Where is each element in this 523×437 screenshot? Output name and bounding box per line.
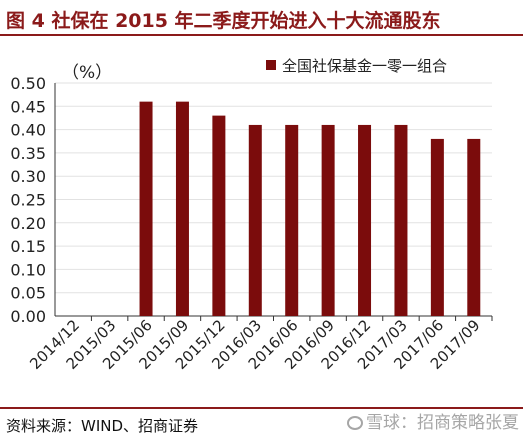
y-tick-label: 0.50 — [10, 74, 46, 93]
source-note: 资料来源：WIND、招商证券 — [6, 417, 199, 435]
watermark-text: 雪球：招商策略张夏 — [366, 413, 519, 433]
bar-2017-03 — [394, 124, 408, 316]
y-tick-label: 0.15 — [10, 237, 46, 256]
y-unit-label: （%） — [62, 63, 113, 83]
source-bar: 资料来源：WIND、招商证券 — [0, 407, 523, 437]
watermark: 雪球：招商策略张夏 — [347, 408, 519, 433]
y-tick-label: 0.45 — [10, 97, 46, 116]
bar-2015-12 — [212, 115, 226, 317]
y-tick-label: 0.20 — [10, 214, 46, 233]
y-tick-label: 0.40 — [10, 121, 46, 140]
bar-chart: 0.00 0.05 0.10 0.15 0.20 0.25 0.30 0.35 0.40 0.45… — [10, 57, 493, 373]
y-tick-label: 0.05 — [10, 284, 46, 303]
figure-title: 图 4 社保在 2015 年二季度开始进入十大流通股东 — [6, 10, 441, 32]
y-tick-label: 0.30 — [10, 167, 46, 186]
legend-swatch — [266, 60, 276, 70]
bar-2017-06 — [430, 138, 444, 316]
y-tick-label: 0.25 — [10, 191, 46, 210]
y-tick-label: 0.00 — [10, 307, 46, 326]
bar-2016-03 — [248, 124, 262, 316]
bar-2017-09 — [467, 138, 481, 316]
bar-2016-12 — [358, 124, 372, 316]
bar-2015-09 — [175, 101, 189, 316]
bar-2016-06 — [285, 124, 299, 316]
snowball-icon — [347, 416, 363, 430]
bar-2016-09 — [321, 124, 335, 316]
y-tick-label: 0.35 — [10, 144, 46, 163]
figure-title-bar: 图 4 社保在 2015 年二季度开始进入十大流通股东 — [0, 0, 523, 36]
bar-2015-06 — [139, 101, 153, 316]
legend-label: 全国社保基金一零一组合 — [282, 57, 447, 75]
y-tick-label: 0.10 — [10, 260, 46, 279]
